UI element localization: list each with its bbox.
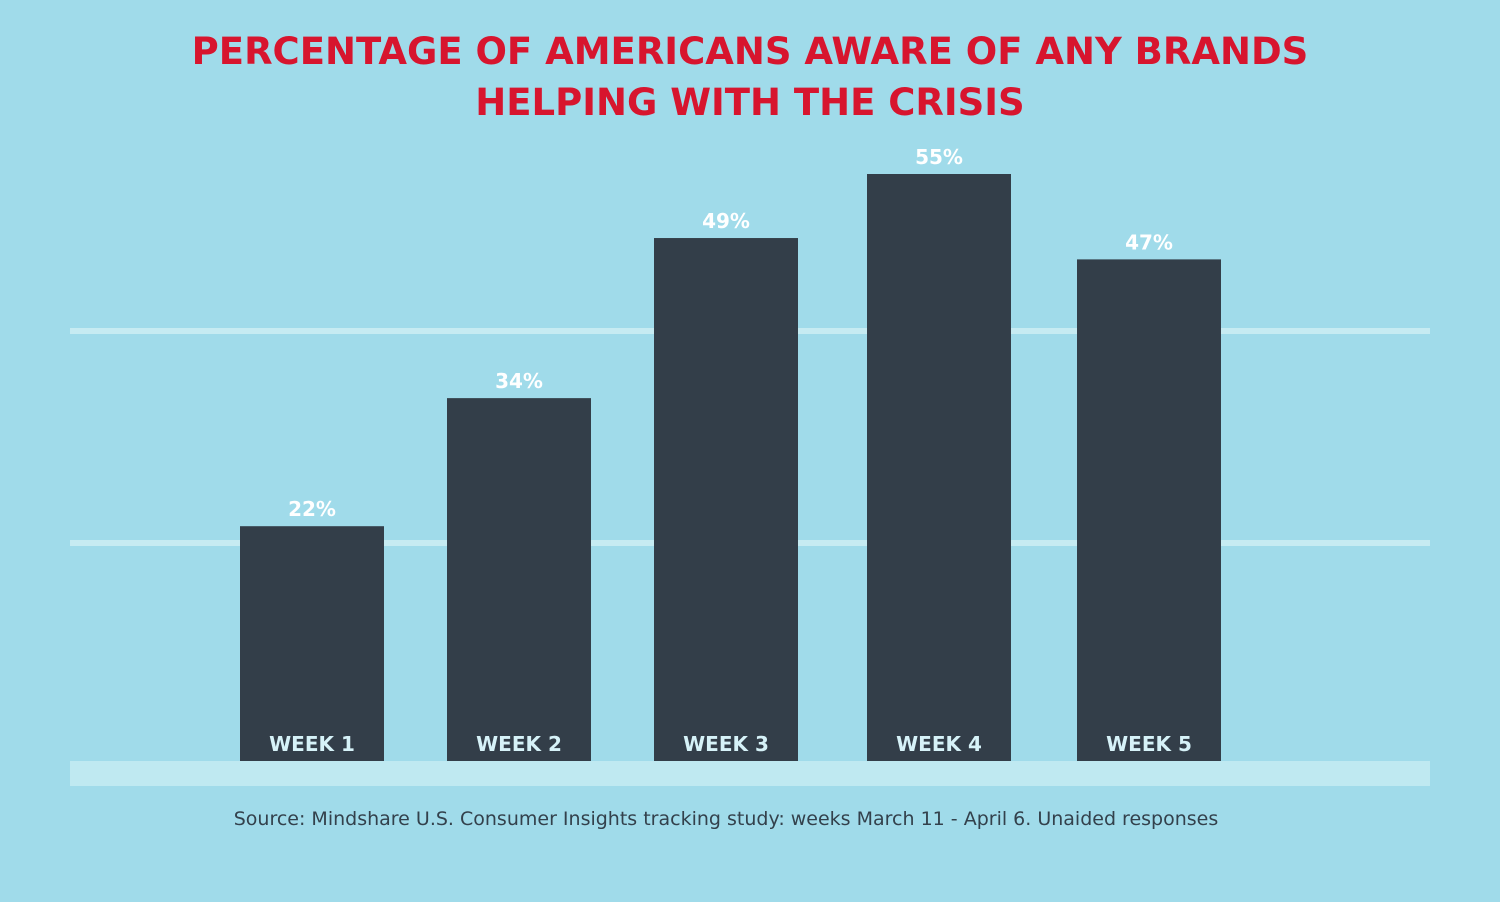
category-label: WEEK 3 bbox=[683, 732, 769, 756]
bars-layer: 22% WEEK 1 34% WEEK 2 49% WEEK 3 55% WEEK 4 47% W… bbox=[240, 145, 1221, 761]
bar bbox=[654, 238, 798, 761]
bar-value-label: 47% bbox=[1125, 230, 1173, 254]
bar-group: 34% WEEK 2 bbox=[447, 369, 591, 761]
category-label: WEEK 4 bbox=[896, 732, 982, 756]
source-note: Source: Mindshare U.S. Consumer Insights… bbox=[233, 808, 1219, 830]
bar bbox=[867, 174, 1011, 761]
category-label: WEEK 1 bbox=[269, 732, 355, 756]
bar-value-label: 34% bbox=[495, 369, 543, 393]
bar-value-label: 55% bbox=[915, 145, 963, 169]
chart-title-line-2: HELPING WITH THE CRISIS bbox=[475, 81, 1025, 124]
bar-group: 22% WEEK 1 bbox=[240, 497, 384, 761]
bar bbox=[240, 526, 384, 761]
chart-title: PERCENTAGE OF AMERICANS AWARE OF ANY BRA… bbox=[0, 26, 1500, 128]
bar-group: 55% WEEK 4 bbox=[867, 145, 1011, 761]
bar bbox=[447, 398, 591, 761]
bar bbox=[1077, 259, 1221, 761]
baseline-band bbox=[70, 761, 1430, 786]
chart-title-line-1: PERCENTAGE OF AMERICANS AWARE OF ANY BRA… bbox=[191, 30, 1309, 73]
bar-value-label: 49% bbox=[702, 209, 750, 233]
category-label: WEEK 2 bbox=[476, 732, 562, 756]
bar-group: 49% WEEK 3 bbox=[654, 209, 798, 761]
category-label: WEEK 5 bbox=[1106, 732, 1192, 756]
bar-group: 47% WEEK 5 bbox=[1077, 230, 1221, 761]
bar-value-label: 22% bbox=[288, 497, 336, 521]
